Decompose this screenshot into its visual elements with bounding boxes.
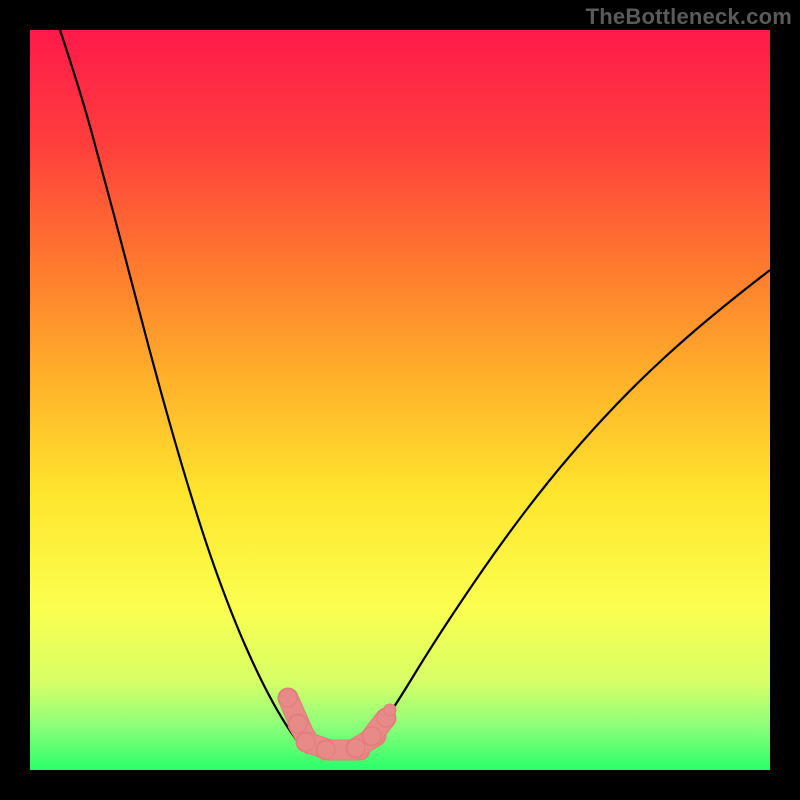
gradient-background <box>30 30 770 770</box>
chart-canvas: TheBottleneck.com <box>0 0 800 800</box>
watermark-text: TheBottleneck.com <box>586 4 792 30</box>
bottleneck-curve-chart <box>30 30 770 770</box>
